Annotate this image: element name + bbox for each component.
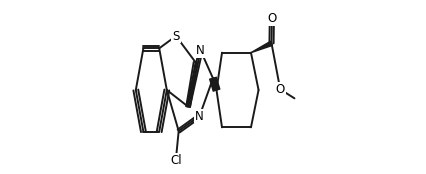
Text: S: S bbox=[172, 30, 180, 42]
Text: N: N bbox=[195, 109, 204, 122]
Polygon shape bbox=[251, 41, 273, 53]
Text: O: O bbox=[267, 12, 276, 25]
Text: O: O bbox=[276, 83, 285, 96]
Text: N: N bbox=[196, 44, 205, 57]
Text: Cl: Cl bbox=[170, 153, 181, 167]
